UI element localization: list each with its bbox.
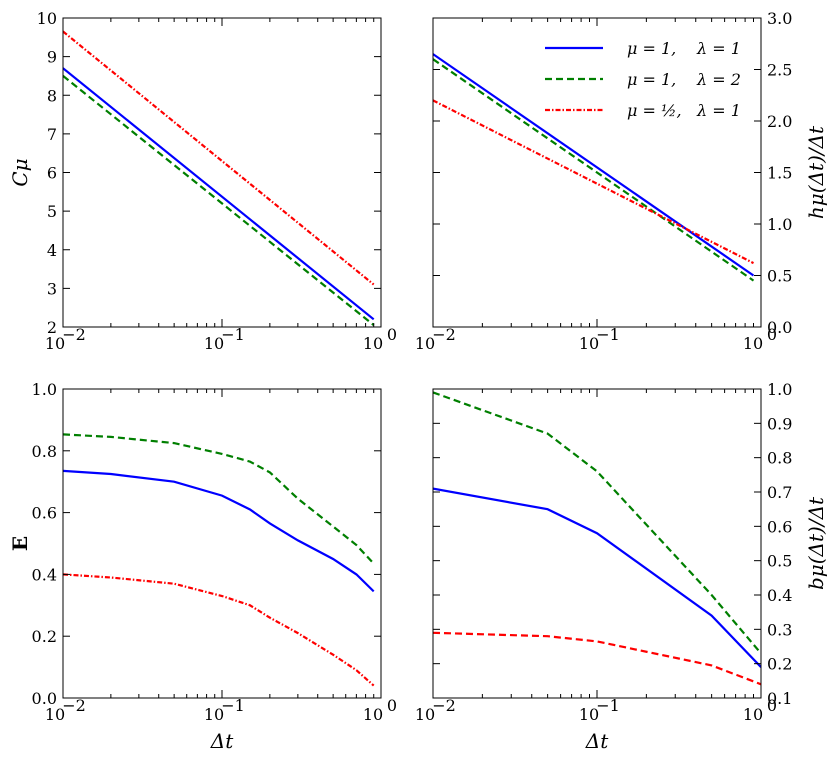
y-tick-label: 0.3 [767,620,792,639]
x-tick-exponent: −1 [221,325,245,344]
x-tick-exponent: −2 [62,696,86,715]
x-tick-exponent: 0 [767,696,777,715]
x-tick-exponent: −2 [432,696,456,715]
y-tick-label: 0.4 [767,586,792,605]
legend-label-1-b: λ = 1 [696,39,741,58]
x-axis-title: Δt [210,729,234,753]
y-tick-label: 0.2 [32,627,57,646]
plot-frame [62,17,382,328]
legend-label-2: μ = 1, [627,70,676,89]
y-axis-title: bμ(Δt)/Δt [804,496,828,590]
x-tick-label: 10 [45,334,65,353]
y-tick-label: 0.2 [767,655,792,674]
x-tick-exponent: −1 [596,325,620,344]
x-tick-exponent: −2 [432,325,456,344]
y-tick-label: 0.8 [32,442,57,461]
x-tick-label: 10 [743,334,763,353]
y-tick-label: 1.0 [767,380,792,399]
x-tick-label: 10 [204,705,224,724]
y-tick-label: 7 [47,125,57,144]
plot-frame [62,388,382,699]
series-line-1 [63,469,375,593]
y-tick-label: 5 [47,202,57,221]
series-line-2 [63,75,375,326]
series-line-3 [63,573,375,687]
y-tick-label: 4 [47,241,57,260]
y-tick-label: 0.0 [767,318,792,337]
y-tick-label: 1.0 [767,215,792,234]
x-tick-label: 10 [579,334,599,353]
y-tick-label: 0.6 [767,517,792,536]
series-line-3 [63,30,375,286]
legend-label-3: μ = ½, [627,101,682,120]
series-line-2 [433,391,761,655]
y-tick-label: 0.8 [767,449,792,468]
y-tick-label: 0.1 [767,689,792,708]
x-tick-exponent: −2 [62,325,86,344]
plot-frame [432,388,762,699]
y-tick-label: 6 [47,164,57,183]
x-tick-label: 10 [415,334,435,353]
x-tick-label: 10 [45,705,65,724]
y-tick-label: 9 [47,48,57,67]
x-tick-exponent: 0 [767,325,777,344]
y-tick-label: 2.0 [767,112,792,131]
y-tick-label: 2.5 [767,61,792,80]
y-tick-label: 0.4 [32,565,57,584]
series-line-2 [433,58,755,282]
y-tick-label: 1.0 [32,380,57,399]
y-tick-label: 2 [47,318,57,337]
y-tick-label: 0.5 [767,267,792,286]
y-tick-label: 3.0 [767,9,792,28]
legend-label-3-b: λ = 1 [696,101,741,120]
chart-panel-2: 10−2 10−1 10 00.00.51.01.52.02.53.0hμ(Δt)/Δ… [415,9,828,353]
x-tick-label: 10 [579,705,599,724]
x-tick-label: 10 [415,705,435,724]
y-tick-label: 0.6 [32,504,57,523]
series-line-3 [433,631,761,686]
y-tick-label: 8 [47,86,57,105]
x-tick-label: 10 [204,334,224,353]
y-tick-label: 0.7 [767,483,792,502]
y-tick-label: 0.0 [32,689,57,708]
x-tick-label: 10 [363,705,383,724]
x-tick-exponent: 0 [387,696,397,715]
x-tick-label: 10 [743,705,763,724]
y-tick-label: 0.9 [767,414,792,433]
legend-label-2-b: λ = 2 [696,70,741,89]
chart-panel-4: 10−2 10−1 10 00.10.20.30.40.50.60.70.80.91.… [415,380,828,753]
series-line-2 [63,433,375,565]
y-axis-title: E [8,536,32,551]
series-line-1 [63,67,375,321]
y-axis-title: hμ(Δt)/Δt [804,125,828,219]
x-tick-exponent: −1 [221,696,245,715]
x-axis-title: Δt [585,729,609,753]
y-tick-label: 10 [37,9,57,28]
x-tick-exponent: −1 [596,696,620,715]
x-tick-label: 10 [363,334,383,353]
y-tick-label: 0.5 [767,552,792,571]
y-axis-title: Cμ [8,158,32,186]
y-tick-label: 3 [47,279,57,298]
series-line-1 [433,487,761,668]
legend-label-1: μ = 1, [627,39,676,58]
series-line-3 [433,99,754,265]
x-tick-exponent: 0 [387,325,397,344]
y-tick-label: 1.5 [767,164,792,183]
series-line-1 [433,53,755,277]
